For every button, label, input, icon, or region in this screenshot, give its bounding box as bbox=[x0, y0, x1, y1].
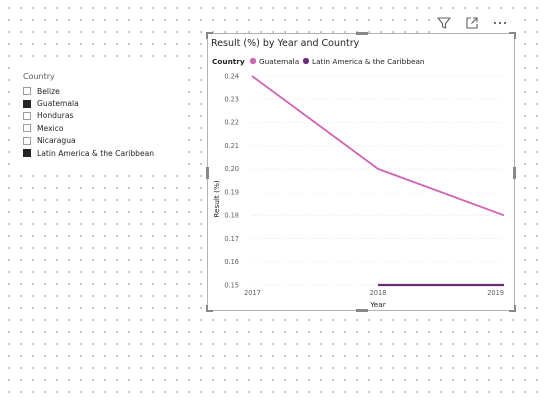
resize-handle-top-left[interactable] bbox=[206, 32, 213, 39]
checkbox[interactable] bbox=[23, 87, 31, 96]
checkbox[interactable] bbox=[23, 111, 31, 120]
resize-handle-top[interactable] bbox=[356, 32, 368, 35]
slicer-item-label: Honduras bbox=[37, 111, 74, 121]
visual-header-toolbar bbox=[432, 12, 514, 34]
line-chart: Result (%) by Year and Country Country G… bbox=[211, 38, 505, 309]
focus-mode-icon[interactable] bbox=[464, 15, 480, 31]
y-tick-label: 0.20 bbox=[224, 165, 239, 173]
x-tick-label: 2019 bbox=[487, 289, 504, 297]
x-tick-label: 2018 bbox=[370, 289, 387, 297]
legend-marker-latin-america[interactable] bbox=[302, 57, 310, 65]
y-tick-label: 0.21 bbox=[224, 142, 239, 150]
slicer-item-label: Belize bbox=[37, 86, 60, 96]
checkbox[interactable] bbox=[23, 136, 31, 145]
gridlines bbox=[252, 75, 504, 286]
slicer-item-label: Nicaragua bbox=[37, 136, 76, 146]
slicer-item-nicaragua[interactable]: Nicaragua bbox=[23, 135, 154, 147]
resize-handle-bottom[interactable] bbox=[356, 309, 368, 312]
y-tick-label: 0.24 bbox=[224, 72, 239, 80]
country-slicer: Country Belize Guatemala Honduras Mexico… bbox=[18, 66, 188, 166]
chart-title: Result (%) by Year and Country bbox=[211, 38, 360, 49]
slicer-title: Country bbox=[23, 72, 55, 81]
resize-handle-left[interactable] bbox=[206, 167, 209, 179]
resize-handle-bottom-left[interactable] bbox=[206, 305, 213, 312]
y-tick-label: 0.23 bbox=[224, 96, 239, 104]
checkbox[interactable] bbox=[23, 149, 31, 158]
y-tick-label: 0.16 bbox=[224, 258, 239, 266]
x-axis-ticks: 2017 2018 2019 bbox=[244, 289, 504, 297]
slicer-item-label: Mexico bbox=[37, 123, 64, 133]
slicer-item-guatemala[interactable]: Guatemala bbox=[23, 97, 154, 109]
more-options-icon[interactable] bbox=[492, 15, 508, 31]
y-axis-ticks: 0.24 0.23 0.22 0.21 0.20 0.19 0.18 0.17 0.16 0.15 bbox=[224, 72, 239, 289]
y-tick-label: 0.19 bbox=[224, 188, 239, 196]
line-chart-visual[interactable]: Result (%) by Year and Country Country G… bbox=[206, 32, 516, 312]
resize-handle-top-right[interactable] bbox=[509, 32, 516, 39]
slicer-item-latin-america[interactable]: Latin America & the Caribbean bbox=[23, 147, 154, 159]
resize-handle-right[interactable] bbox=[513, 167, 516, 179]
legend-item-guatemala[interactable]: Guatemala bbox=[259, 57, 299, 66]
x-tick-label: 2017 bbox=[244, 289, 261, 297]
x-axis-title: Year bbox=[369, 300, 385, 309]
y-tick-label: 0.18 bbox=[224, 212, 239, 220]
y-tick-label: 0.22 bbox=[224, 119, 239, 127]
legend-title: Country bbox=[212, 57, 245, 66]
slicer-item-label: Latin America & the Caribbean bbox=[37, 148, 155, 158]
legend-item-latin-america[interactable]: Latin America & the Caribbean bbox=[312, 57, 425, 66]
y-tick-label: 0.15 bbox=[224, 281, 239, 289]
y-axis-title: Result (%) bbox=[212, 180, 221, 218]
slicer-item-honduras[interactable]: Honduras bbox=[23, 110, 154, 122]
slicer-item-mexico[interactable]: Mexico bbox=[23, 122, 154, 134]
series-lines bbox=[251, 75, 505, 287]
slicer-item-belize[interactable]: Belize bbox=[23, 85, 154, 97]
y-tick-label: 0.17 bbox=[224, 235, 239, 243]
slicer-item-label: Guatemala bbox=[37, 99, 79, 109]
slicer-list: Belize Guatemala Honduras Mexico Nicarag… bbox=[23, 85, 154, 159]
legend-marker-guatemala[interactable] bbox=[249, 57, 257, 65]
series-line-guatemala[interactable] bbox=[251, 75, 505, 217]
filter-icon[interactable] bbox=[436, 15, 452, 31]
resize-handle-bottom-right[interactable] bbox=[509, 305, 516, 312]
checkbox[interactable] bbox=[23, 99, 31, 108]
checkbox[interactable] bbox=[23, 124, 31, 133]
